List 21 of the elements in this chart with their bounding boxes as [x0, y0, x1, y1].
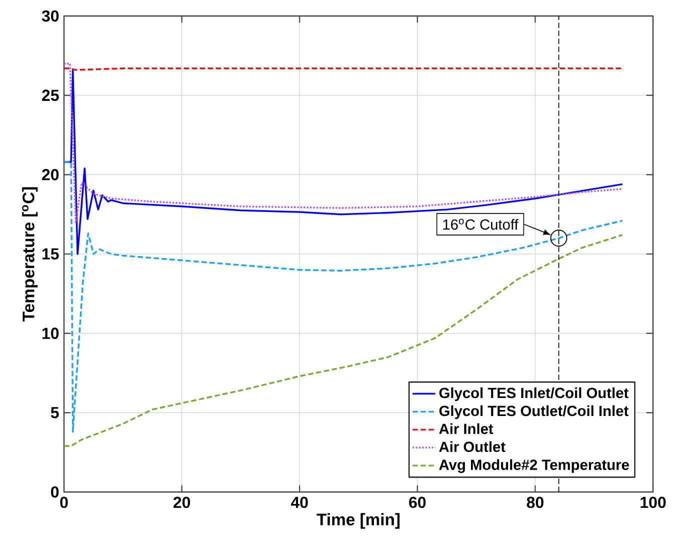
x-tick-label: 80 — [526, 496, 544, 508]
y-tick-label: 5 — [50, 407, 59, 418]
y-tick-label: 25 — [42, 90, 59, 101]
y-tick-label: 15 — [42, 248, 59, 260]
x-tick-label: 100 — [640, 496, 666, 508]
legend-label: Glycol TES Outlet/Coil Inlet — [439, 405, 628, 419]
y-axis-title: Temperature [$^{o}$C] — [22, 187, 38, 322]
x-axis-title: Time [min] — [316, 513, 400, 529]
y-tick-label: 10 — [42, 328, 59, 339]
x-tick-label: 40 — [290, 496, 308, 508]
y-tick-label: 30 — [42, 10, 59, 22]
annotation: 16$^{o}$C Cutoff — [443, 218, 518, 230]
x-tick-label: 60 — [409, 496, 426, 508]
x-tick-label: 20 — [173, 496, 190, 508]
x-tick-label: 0 — [60, 496, 68, 508]
y-tick-label: 0 — [51, 486, 59, 498]
legend-label: Glycol TES Inlet/Coil Outlet — [439, 387, 628, 402]
legend-label: Air Inlet — [439, 423, 494, 434]
legend-label: Air Outlet — [439, 441, 506, 452]
legend-label: Avg Module#2 Temperature — [439, 459, 629, 473]
y-tick-label: 20 — [42, 169, 59, 180]
